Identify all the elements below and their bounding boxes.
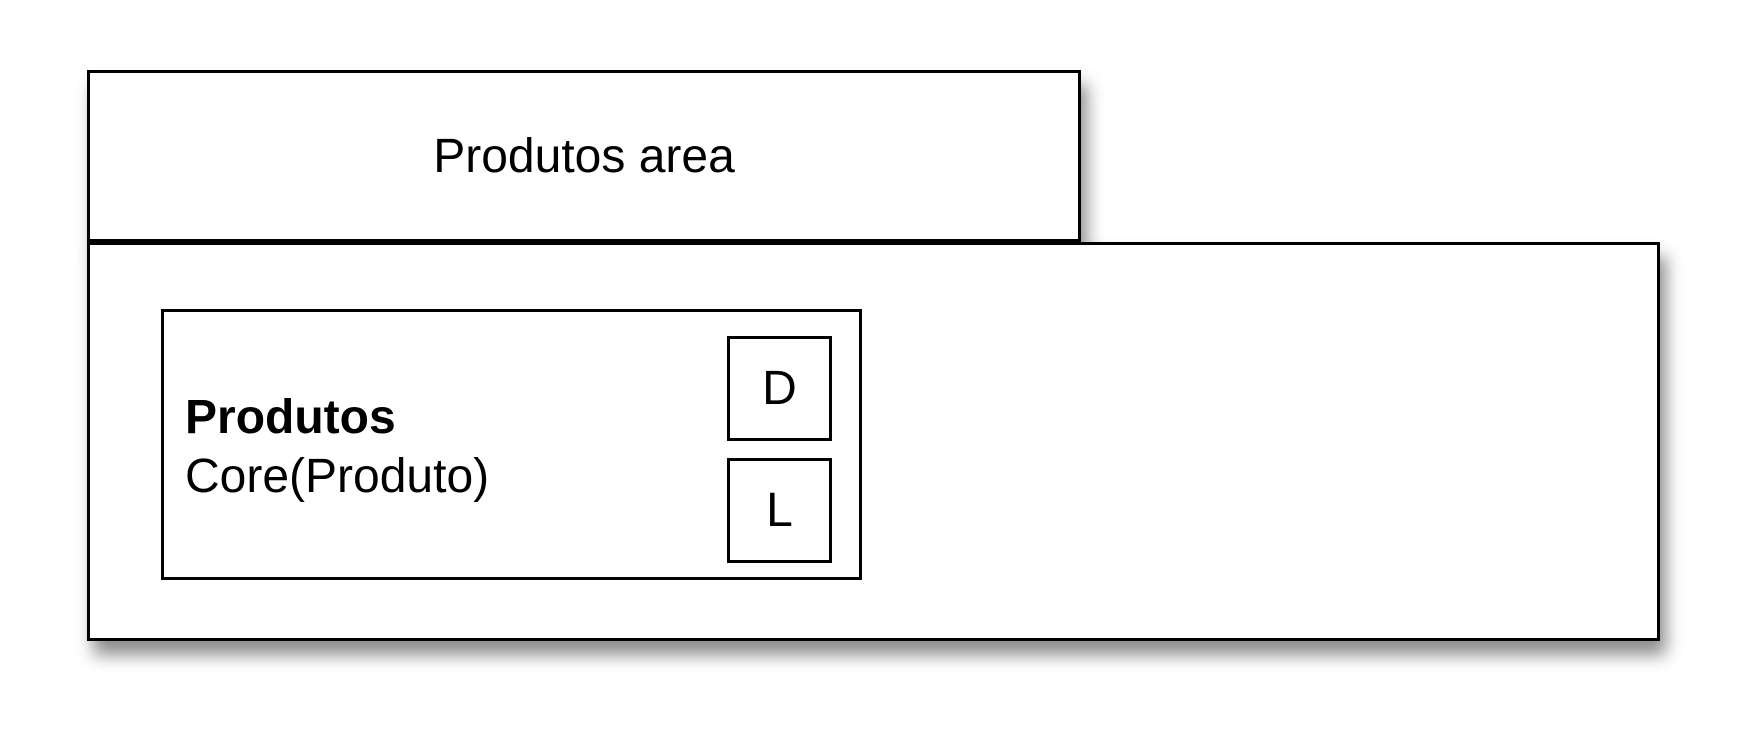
- port-l-label: L: [766, 483, 793, 538]
- component-name: Produtos: [185, 388, 489, 447]
- port-d-label: D: [762, 361, 797, 416]
- area-header: Produtos area: [87, 70, 1081, 242]
- component-box[interactable]: Produtos Core(Produto) D L: [161, 309, 862, 580]
- port-d[interactable]: D: [727, 336, 832, 441]
- component-type: Core(Produto): [185, 447, 489, 506]
- area-container-outline: Produtos Core(Produto) D L: [87, 242, 1660, 641]
- port-l[interactable]: L: [727, 458, 832, 563]
- area-title: Produtos area: [433, 129, 735, 184]
- component-text: Produtos Core(Produto): [185, 388, 489, 506]
